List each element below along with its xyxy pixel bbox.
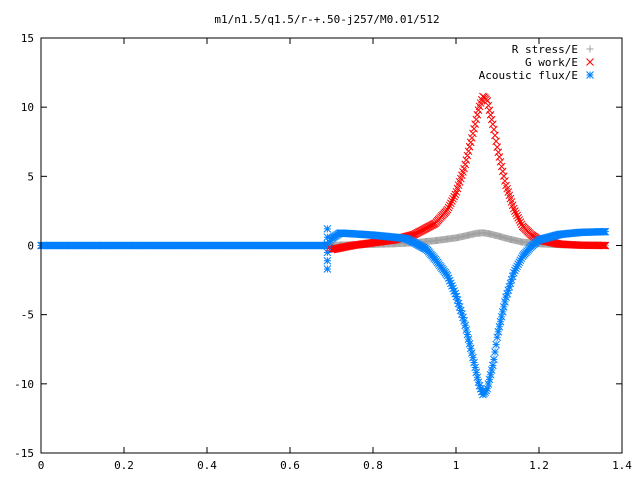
legend-marker bbox=[586, 58, 594, 66]
transient-points bbox=[323, 225, 332, 273]
legend-marker bbox=[586, 71, 594, 79]
y-tick-label: 10 bbox=[21, 101, 34, 114]
x-tick-label: 0.2 bbox=[114, 459, 134, 472]
chart-title: m1/n1.5/q1.5/r-+.50-j257/M0.01/512 bbox=[214, 13, 439, 26]
plot-frame bbox=[40, 37, 623, 454]
legend-label: G work/E bbox=[525, 56, 578, 69]
legend-label: Acoustic flux/E bbox=[479, 69, 578, 82]
axes: 0 0.2 0.4 0.6 0.8 1 1.2 1.4 15 10 5 0 -5 -10 -15 bbox=[14, 32, 632, 472]
y-tick-label: 0 bbox=[27, 240, 34, 253]
legend-marker bbox=[586, 45, 594, 53]
legend-label: R stress/E bbox=[512, 43, 578, 56]
y-tick-label: -15 bbox=[14, 447, 34, 460]
x-tick-label: 1.2 bbox=[529, 459, 549, 472]
series-1 bbox=[325, 92, 610, 254]
y-tick-label: -10 bbox=[14, 378, 34, 391]
x-tick-label: 0.6 bbox=[280, 459, 300, 472]
plot-area bbox=[37, 92, 610, 399]
x-tick-label: 1 bbox=[453, 459, 460, 472]
x-tick-label: 0 bbox=[38, 459, 45, 472]
y-tick-label: 5 bbox=[27, 170, 34, 183]
y-tick-label: 15 bbox=[21, 32, 34, 45]
series-2 bbox=[325, 227, 610, 399]
x-tick-label: 0.4 bbox=[197, 459, 217, 472]
y-tick-label: -5 bbox=[21, 309, 34, 322]
x-tick-label: 1.4 bbox=[612, 459, 632, 472]
series-baseline bbox=[37, 241, 333, 250]
x-tick-label: 0.8 bbox=[363, 459, 383, 472]
